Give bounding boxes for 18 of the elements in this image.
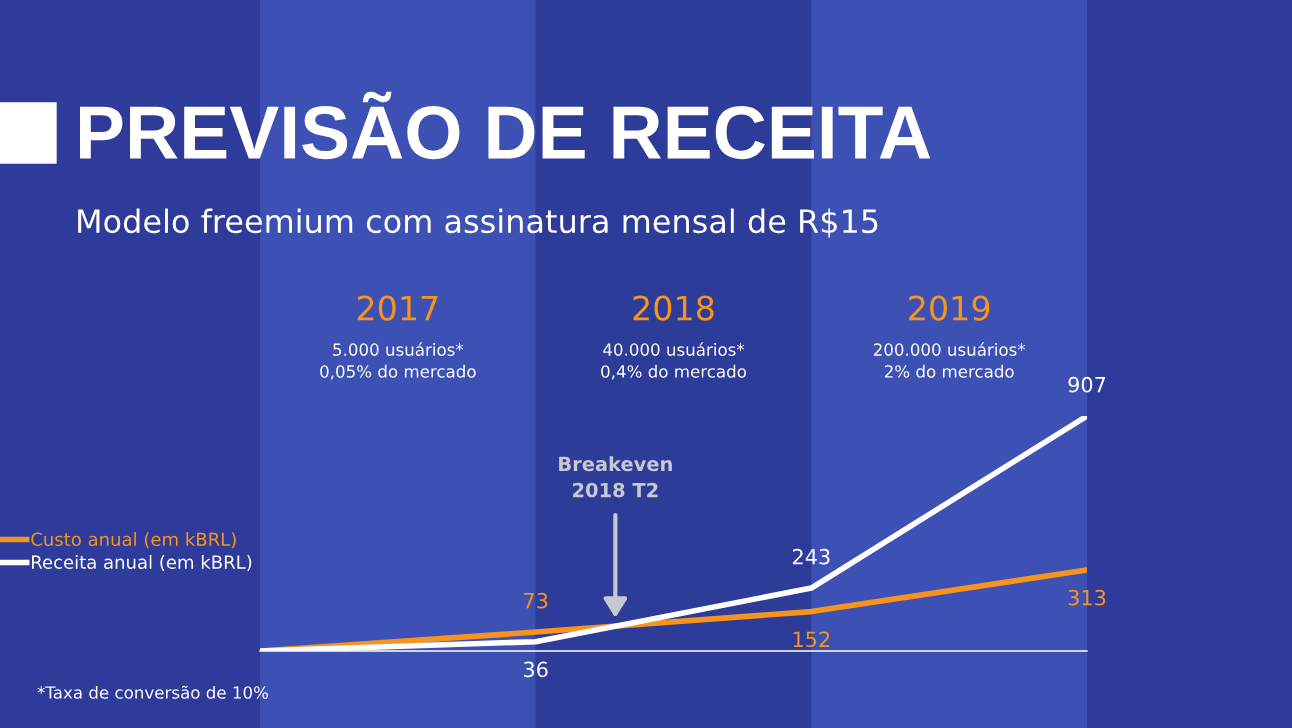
- data-label: 152: [793, 631, 830, 648]
- data-label: 313: [1068, 589, 1106, 606]
- data-label: 36: [524, 661, 548, 678]
- annotation: Breakeven 2018 T2: [559, 456, 672, 498]
- chart-title: PREVISÃO DE RECEITA: [80, 91, 931, 160]
- legend-label: Custo anual (em kBRL): [31, 532, 236, 549]
- text: 2017: [357, 295, 438, 321]
- data-label: 243: [792, 548, 830, 565]
- text: 2018: [633, 295, 714, 321]
- chart-subtitle: Modelo freemium com assinatura mensal de R$15: [78, 208, 878, 238]
- text: *Taxa de conversão de 10%: [37, 685, 269, 699]
- text: 2019: [909, 295, 990, 321]
- data-label: 73: [524, 592, 548, 609]
- text: 5.000 usuários* 0,05% do mercado: [320, 342, 476, 380]
- text: 200.000 usuários* 2% do mercado: [873, 342, 1026, 378]
- text: 40.000 usuários* 0,4% do mercado: [601, 342, 747, 380]
- legend-label: Receita anual (em kBRL): [32, 555, 252, 572]
- data-label: 907: [1068, 376, 1106, 393]
